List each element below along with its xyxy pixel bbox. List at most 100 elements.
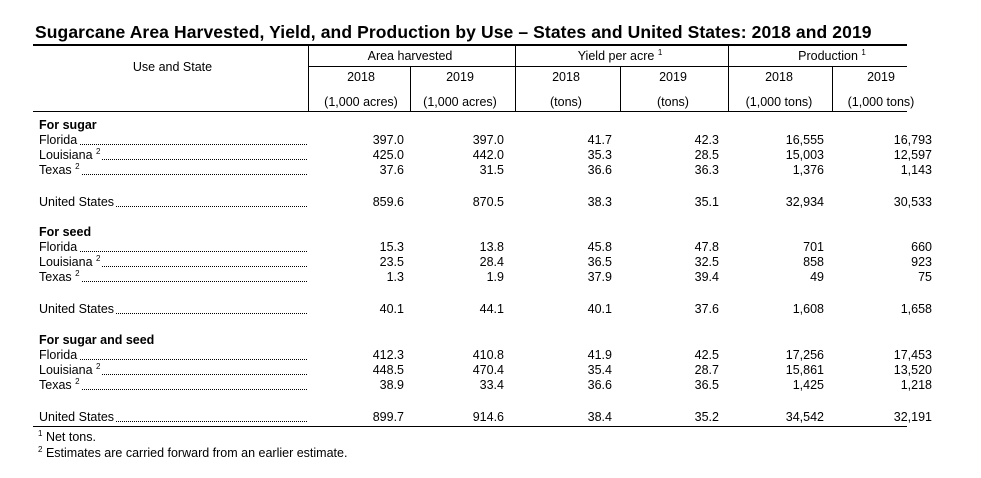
- year-header: 2018: [765, 70, 793, 84]
- footnote-mark: 2: [96, 363, 101, 371]
- section-heading: For sugar: [39, 118, 97, 132]
- table-cell: 17,453: [893, 348, 932, 362]
- table-cell: 28.4: [479, 255, 504, 269]
- table-cell: 17,256: [785, 348, 824, 362]
- footnote-mark: 2: [96, 148, 101, 156]
- table-cell: 425.0: [372, 148, 404, 162]
- table-cell: 39.4: [694, 270, 719, 284]
- unit-header: (1,000 acres): [423, 95, 497, 109]
- group-header: Production 1: [732, 48, 932, 64]
- state-name: Texas: [39, 378, 72, 392]
- total-label: United States: [39, 302, 117, 316]
- table-cell: 49: [810, 270, 824, 284]
- year-header: 2019: [867, 70, 895, 84]
- leader-dots: [39, 421, 307, 422]
- group-underline: [308, 66, 907, 67]
- section-heading: For seed: [39, 225, 92, 239]
- leader-dots: [39, 389, 307, 390]
- row-label: Florida: [39, 133, 307, 147]
- table-cell: 36.5: [694, 378, 719, 392]
- group-divider: [728, 46, 729, 112]
- table-cell: 448.5: [372, 363, 404, 377]
- total-cell: 40.1: [379, 302, 404, 316]
- table-cell: 15,003: [785, 148, 824, 162]
- table-cell: 38.9: [379, 378, 404, 392]
- total-cell: 899.7: [372, 410, 404, 424]
- page-title: Sugarcane Area Harvested, Yield, and Pro…: [35, 22, 872, 42]
- total-cell: 37.6: [694, 302, 719, 316]
- total-cell: 38.4: [587, 410, 612, 424]
- total-label: United States: [39, 410, 117, 424]
- total-cell: 870.5: [472, 195, 504, 209]
- state-name: Florida: [39, 133, 78, 147]
- row-label-text: Florida: [39, 133, 80, 147]
- total-cell: 32,191: [893, 410, 932, 424]
- table-cell: 470.4: [472, 363, 504, 377]
- group-header-label: Area harvested: [367, 49, 453, 63]
- leader-dots: [39, 313, 307, 314]
- table-cell: 1.3: [386, 270, 404, 284]
- total-cell: 44.1: [479, 302, 504, 316]
- leader-dots: [39, 206, 307, 207]
- table-cell: 35.4: [587, 363, 612, 377]
- table-cell: 397.0: [372, 133, 404, 147]
- row-label: Texas 2: [39, 270, 307, 284]
- footnote-mark: 2: [96, 255, 101, 263]
- table-cell: 32.5: [694, 255, 719, 269]
- group-header-label: Production: [798, 49, 858, 63]
- total-cell: 35.2: [694, 410, 719, 424]
- table-cell: 28.5: [694, 148, 719, 162]
- table-cell: 1,376: [792, 163, 824, 177]
- year-header: 2019: [659, 70, 687, 84]
- total-cell: 1,608: [792, 302, 824, 316]
- table-cell: 701: [803, 240, 824, 254]
- row-label: Texas 2: [39, 378, 307, 392]
- table-cell: 442.0: [472, 148, 504, 162]
- row-label: Louisiana 2: [39, 255, 307, 269]
- footnote-mark: 2: [75, 270, 80, 278]
- table-cell: 923: [911, 255, 932, 269]
- leader-dots: [39, 359, 307, 360]
- total-cell: 1,658: [900, 302, 932, 316]
- total-cell: 914.6: [472, 410, 504, 424]
- total-row-label: United States: [39, 302, 307, 316]
- table-cell: 12,597: [893, 148, 932, 162]
- leader-dots: [39, 251, 307, 252]
- total-row-label: United States: [39, 195, 307, 209]
- group-header: Yield per acre 1: [520, 49, 720, 64]
- row-label-text: Louisiana 2: [39, 363, 103, 377]
- footnote-mark: 2: [75, 378, 80, 386]
- total-cell: 30,533: [893, 195, 932, 209]
- table-cell: 412.3: [372, 348, 404, 362]
- table-cell: 45.8: [587, 240, 612, 254]
- table-cell: 36.6: [587, 378, 612, 392]
- total-label: United States: [39, 195, 117, 209]
- footnote-mark: 2: [75, 163, 80, 171]
- footnote: 1 Net tons.: [38, 430, 96, 445]
- total-cell: 859.6: [372, 195, 404, 209]
- year-header: 2018: [552, 70, 580, 84]
- table-cell: 41.9: [587, 348, 612, 362]
- table-cell: 47.8: [694, 240, 719, 254]
- leader-dots: [39, 174, 307, 175]
- leader-dots: [39, 159, 307, 160]
- state-name: Louisiana: [39, 148, 93, 162]
- table-cell: 15.3: [379, 240, 404, 254]
- total-cell: 40.1: [587, 302, 612, 316]
- row-label-text: Texas 2: [39, 163, 82, 177]
- footnote-mark: 1: [861, 48, 866, 57]
- group-header: Area harvested: [310, 49, 510, 63]
- table-cell: 15,861: [785, 363, 824, 377]
- footnote-mark: 2: [38, 445, 43, 454]
- row-label: Florida: [39, 240, 307, 254]
- row-label-text: Louisiana 2: [39, 148, 103, 162]
- year-divider: [410, 67, 411, 112]
- year-header: 2018: [347, 70, 375, 84]
- table-cell: 75: [918, 270, 932, 284]
- leader-dots: [39, 374, 307, 375]
- row-label-text: Florida: [39, 240, 80, 254]
- unit-header: (tons): [550, 95, 582, 109]
- unit-header: (1,000 tons): [745, 95, 813, 109]
- table-cell: 1,218: [900, 378, 932, 392]
